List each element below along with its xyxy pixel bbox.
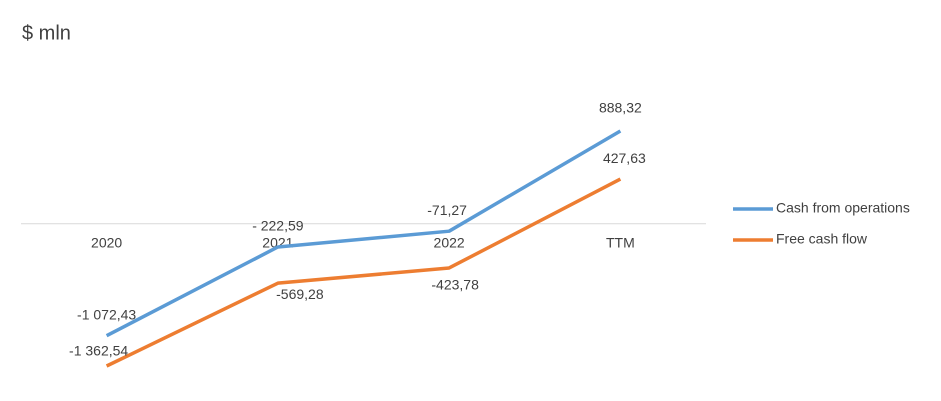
x-tick-label: 2020 bbox=[91, 234, 122, 250]
data-label: - 222,59 bbox=[252, 218, 304, 234]
data-label: 427,63 bbox=[603, 150, 646, 166]
series-line bbox=[105, 177, 622, 368]
data-label: -71,27 bbox=[427, 202, 467, 218]
data-label: -569,28 bbox=[276, 286, 324, 302]
legend-label: Free cash flow bbox=[776, 231, 868, 247]
x-tick-label: TTM bbox=[606, 234, 635, 250]
series-line bbox=[105, 129, 622, 338]
x-tick-label: 2022 bbox=[434, 234, 465, 250]
data-label: 888,32 bbox=[599, 100, 642, 116]
legend-label: Cash from operations bbox=[776, 200, 910, 216]
data-label: -423,78 bbox=[431, 277, 479, 293]
data-label: -1 072,43 bbox=[77, 306, 136, 322]
data-label: -1 362,54 bbox=[69, 343, 128, 359]
chart-title: $ mln bbox=[22, 22, 71, 44]
